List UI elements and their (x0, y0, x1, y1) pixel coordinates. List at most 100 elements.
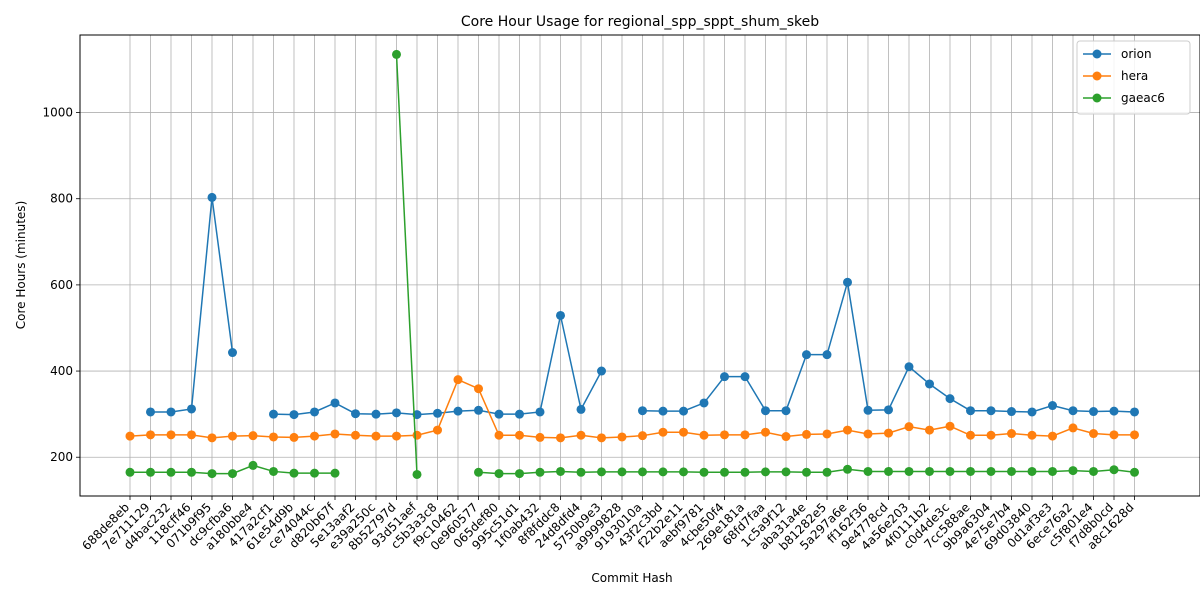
data-point-gaeac6 (392, 49, 401, 59)
data-point-gaeac6 (1130, 467, 1139, 477)
y-axis: 200 400 600 800 1000 (42, 106, 80, 464)
data-point-gaeac6 (1089, 466, 1098, 476)
data-point-gaeac6 (412, 469, 422, 479)
data-point-gaeac6 (166, 467, 176, 477)
data-point-gaeac6 (187, 467, 196, 477)
data-point-gaeac6 (617, 467, 627, 477)
data-point-orion (822, 350, 832, 360)
data-point-gaeac6 (679, 467, 688, 477)
data-point-gaeac6 (125, 467, 135, 477)
data-point-orion (1109, 406, 1119, 416)
data-point-orion (330, 398, 340, 408)
data-point-gaeac6 (884, 466, 893, 476)
data-point-gaeac6 (986, 466, 996, 476)
data-point-orion (1068, 406, 1078, 416)
data-point-hera (617, 432, 627, 442)
data-point-orion (310, 407, 319, 417)
data-point-hera (146, 430, 155, 440)
legend-marker-hera (1092, 71, 1102, 81)
data-point-hera (207, 433, 217, 443)
data-point-orion (597, 366, 606, 376)
data-point-hera (556, 433, 565, 443)
data-point-hera (761, 427, 770, 437)
data-point-orion (638, 406, 647, 416)
y-tick-label: 200 (50, 450, 73, 464)
data-point-hera (699, 430, 709, 440)
data-point-hera (515, 430, 524, 440)
data-point-gaeac6 (1027, 466, 1037, 476)
data-point-gaeac6 (1048, 466, 1057, 476)
data-point-hera (269, 432, 278, 442)
data-point-orion (576, 404, 586, 414)
data-point-hera (330, 429, 340, 439)
data-point-orion (207, 192, 217, 202)
legend-marker-orion (1092, 49, 1102, 59)
data-point-gaeac6 (310, 468, 319, 478)
data-point-hera (371, 431, 381, 441)
data-point-hera (228, 431, 237, 441)
data-point-gaeac6 (781, 467, 791, 477)
data-point-hera (945, 421, 955, 431)
data-point-hera (1089, 429, 1098, 439)
series-gaeac6 (125, 49, 1139, 479)
data-point-gaeac6 (597, 467, 606, 477)
data-point-hera (781, 432, 791, 442)
data-point-orion (166, 407, 176, 417)
data-point-hera (433, 425, 442, 435)
data-point-gaeac6 (146, 467, 155, 477)
data-point-gaeac6 (761, 467, 770, 477)
data-point-orion (515, 409, 524, 419)
data-point-orion (925, 379, 934, 389)
legend-box (1076, 40, 1191, 115)
x-axis-title: Commit Hash (591, 571, 672, 585)
data-point-hera (310, 431, 319, 441)
data-point-orion (843, 277, 852, 287)
x-axis: 688de8eb7e711129d4bac232118cff46071b9f95… (79, 496, 1137, 553)
data-point-hera (597, 433, 606, 443)
data-point-hera (638, 431, 647, 441)
data-point-orion (781, 406, 791, 416)
data-point-hera (986, 430, 996, 440)
data-point-hera (679, 427, 688, 437)
data-point-orion (433, 408, 442, 418)
data-point-gaeac6 (658, 467, 668, 477)
data-point-hera (535, 432, 545, 442)
legend-label-gaeac6: gaeac6 (1121, 91, 1165, 105)
data-point-orion (761, 406, 770, 416)
data-point-hera (904, 422, 914, 432)
data-point-hera (351, 430, 360, 440)
series-line-gaeac6 (395, 54, 418, 475)
data-point-orion (289, 410, 299, 420)
data-point-orion (228, 348, 237, 358)
data-point-orion (699, 398, 709, 408)
data-point-orion (904, 362, 914, 372)
data-point-orion (453, 406, 463, 416)
data-point-orion (863, 405, 873, 415)
data-point-hera (166, 430, 176, 440)
data-point-hera (289, 432, 299, 442)
data-point-hera (1027, 430, 1037, 440)
data-point-hera (392, 431, 401, 441)
data-point-orion (1048, 401, 1057, 411)
data-point-orion (1007, 407, 1016, 417)
data-point-gaeac6 (494, 469, 504, 479)
chart-title: Core Hour Usage for regional_spp_sppt_sh… (461, 14, 819, 30)
data-point-gaeac6 (945, 466, 955, 476)
data-point-hera (125, 431, 135, 441)
data-point-orion (966, 406, 975, 416)
data-point-orion (720, 372, 729, 382)
data-point-gaeac6 (1068, 466, 1078, 476)
data-point-gaeac6 (904, 466, 914, 476)
data-point-gaeac6 (925, 466, 934, 476)
data-point-gaeac6 (1109, 465, 1119, 475)
data-point-hera (474, 384, 483, 394)
data-point-gaeac6 (330, 468, 340, 478)
data-point-orion (1130, 407, 1139, 417)
grid-lines (80, 35, 1200, 496)
data-point-hera (822, 429, 832, 439)
data-point-hera (884, 428, 893, 438)
data-point-hera (658, 427, 668, 437)
data-point-hera (248, 431, 258, 441)
data-point-hera (863, 429, 873, 439)
data-point-hera (1130, 430, 1139, 440)
